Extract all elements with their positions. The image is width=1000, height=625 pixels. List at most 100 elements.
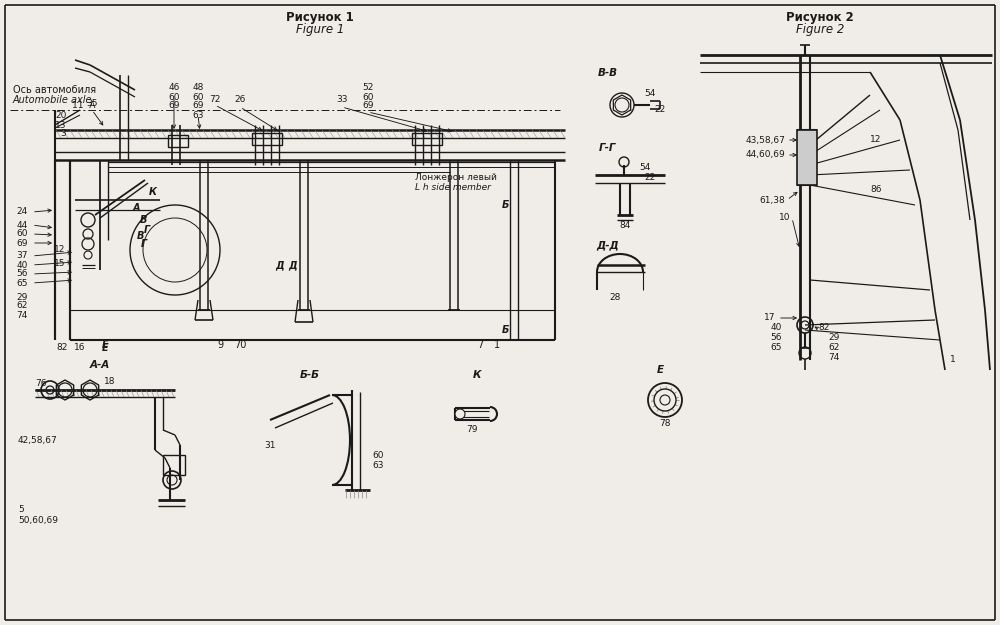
Text: 70: 70 bbox=[234, 340, 246, 350]
Text: 61,38: 61,38 bbox=[759, 196, 785, 204]
Text: Е: Е bbox=[656, 365, 664, 375]
Text: 40: 40 bbox=[771, 324, 782, 332]
Text: Е: Е bbox=[102, 343, 108, 353]
Text: 31: 31 bbox=[264, 441, 276, 449]
Text: 33: 33 bbox=[336, 96, 348, 104]
Text: 35: 35 bbox=[86, 99, 98, 107]
Text: 56: 56 bbox=[16, 269, 28, 279]
Text: 44,60,69: 44,60,69 bbox=[745, 151, 785, 159]
Text: 22: 22 bbox=[644, 174, 656, 182]
Text: Б: Б bbox=[501, 200, 509, 210]
Text: Д: Д bbox=[276, 260, 284, 270]
Text: В: В bbox=[136, 231, 144, 241]
Text: 1: 1 bbox=[494, 340, 500, 350]
Text: 69: 69 bbox=[192, 101, 204, 111]
Bar bbox=[412, 133, 442, 145]
Text: 69: 69 bbox=[16, 239, 28, 248]
Text: 12: 12 bbox=[54, 246, 66, 254]
Text: 72: 72 bbox=[209, 96, 221, 104]
Text: Лонжерон левый: Лонжерон левый bbox=[415, 174, 497, 182]
Text: 50,60,69: 50,60,69 bbox=[18, 516, 58, 524]
Text: 13: 13 bbox=[55, 121, 66, 131]
Text: 37: 37 bbox=[16, 251, 28, 261]
Text: 56: 56 bbox=[770, 334, 782, 342]
Text: 5: 5 bbox=[18, 506, 24, 514]
Text: 12: 12 bbox=[870, 136, 881, 144]
Text: 9: 9 bbox=[217, 340, 223, 350]
Text: 48: 48 bbox=[192, 84, 204, 92]
Text: 3: 3 bbox=[60, 129, 66, 138]
Text: В-В: В-В bbox=[598, 68, 618, 78]
Text: 63: 63 bbox=[192, 111, 204, 119]
Text: 86: 86 bbox=[870, 186, 882, 194]
Text: Б-Б: Б-Б bbox=[300, 370, 320, 380]
Text: Д: Д bbox=[289, 260, 297, 270]
Text: 63: 63 bbox=[372, 461, 384, 469]
Text: Г: Г bbox=[144, 225, 150, 235]
Text: 15: 15 bbox=[54, 259, 66, 268]
Text: 65: 65 bbox=[16, 279, 28, 288]
Text: А: А bbox=[132, 203, 140, 213]
Text: 46: 46 bbox=[168, 84, 180, 92]
Text: В: В bbox=[139, 215, 147, 225]
Text: 82: 82 bbox=[56, 344, 68, 352]
Text: 52: 52 bbox=[362, 84, 374, 92]
Text: К: К bbox=[149, 187, 157, 197]
Bar bbox=[797, 130, 817, 185]
Text: 69: 69 bbox=[168, 101, 180, 111]
Text: Б: Б bbox=[501, 325, 509, 335]
Text: 24: 24 bbox=[16, 208, 28, 216]
Text: 10: 10 bbox=[778, 214, 790, 222]
Text: 11  А: 11 А bbox=[72, 101, 95, 109]
Bar bbox=[168, 135, 188, 147]
Text: Г-Г: Г-Г bbox=[599, 143, 617, 153]
Text: 60: 60 bbox=[192, 92, 204, 101]
Text: 16: 16 bbox=[74, 344, 86, 352]
Text: 78: 78 bbox=[659, 419, 671, 428]
Text: L h side member: L h side member bbox=[415, 184, 491, 192]
Text: 20: 20 bbox=[55, 111, 66, 119]
Text: 40: 40 bbox=[16, 261, 28, 269]
Text: 7: 7 bbox=[477, 340, 483, 350]
Text: Г: Г bbox=[141, 239, 147, 249]
Text: 54: 54 bbox=[639, 164, 651, 172]
Text: 69: 69 bbox=[362, 101, 374, 111]
Text: Figure 1: Figure 1 bbox=[296, 24, 344, 36]
Text: 82: 82 bbox=[818, 324, 829, 332]
Text: 60: 60 bbox=[168, 92, 180, 101]
Text: 54: 54 bbox=[644, 89, 656, 99]
Text: 28: 28 bbox=[609, 294, 621, 302]
Text: А-А: А-А bbox=[90, 360, 110, 370]
Text: 43,58,67: 43,58,67 bbox=[745, 136, 785, 144]
Text: 60: 60 bbox=[372, 451, 384, 459]
Text: 44: 44 bbox=[16, 221, 28, 229]
Text: 65: 65 bbox=[770, 344, 782, 352]
Text: 76: 76 bbox=[35, 379, 46, 389]
Text: 62: 62 bbox=[16, 301, 28, 311]
Text: Д-Д: Д-Д bbox=[597, 240, 619, 250]
Text: 60: 60 bbox=[16, 229, 28, 239]
Text: 17: 17 bbox=[764, 314, 775, 322]
Text: 29: 29 bbox=[16, 292, 28, 301]
Circle shape bbox=[455, 409, 465, 419]
Bar bbox=[163, 455, 185, 475]
Text: Е: Е bbox=[102, 340, 108, 350]
Text: 18: 18 bbox=[104, 378, 116, 386]
Text: 42,58,67: 42,58,67 bbox=[18, 436, 58, 444]
Text: Рисунок 1: Рисунок 1 bbox=[286, 11, 354, 24]
Text: Figure 2: Figure 2 bbox=[796, 24, 844, 36]
Text: 26: 26 bbox=[234, 96, 246, 104]
Text: К: К bbox=[473, 370, 481, 380]
Text: 29: 29 bbox=[828, 334, 839, 342]
Text: 1: 1 bbox=[950, 356, 956, 364]
Text: 62: 62 bbox=[828, 344, 839, 352]
Text: 79: 79 bbox=[466, 426, 478, 434]
Text: Рисунок 2: Рисунок 2 bbox=[786, 11, 854, 24]
Text: 74: 74 bbox=[16, 311, 28, 319]
Text: Automobile axle: Automobile axle bbox=[13, 95, 92, 105]
Bar bbox=[252, 133, 282, 145]
Text: 74: 74 bbox=[828, 354, 839, 362]
Text: Ось автомобиля: Ось автомобиля bbox=[13, 85, 96, 95]
Text: 60: 60 bbox=[362, 92, 374, 101]
Text: 84: 84 bbox=[619, 221, 631, 229]
